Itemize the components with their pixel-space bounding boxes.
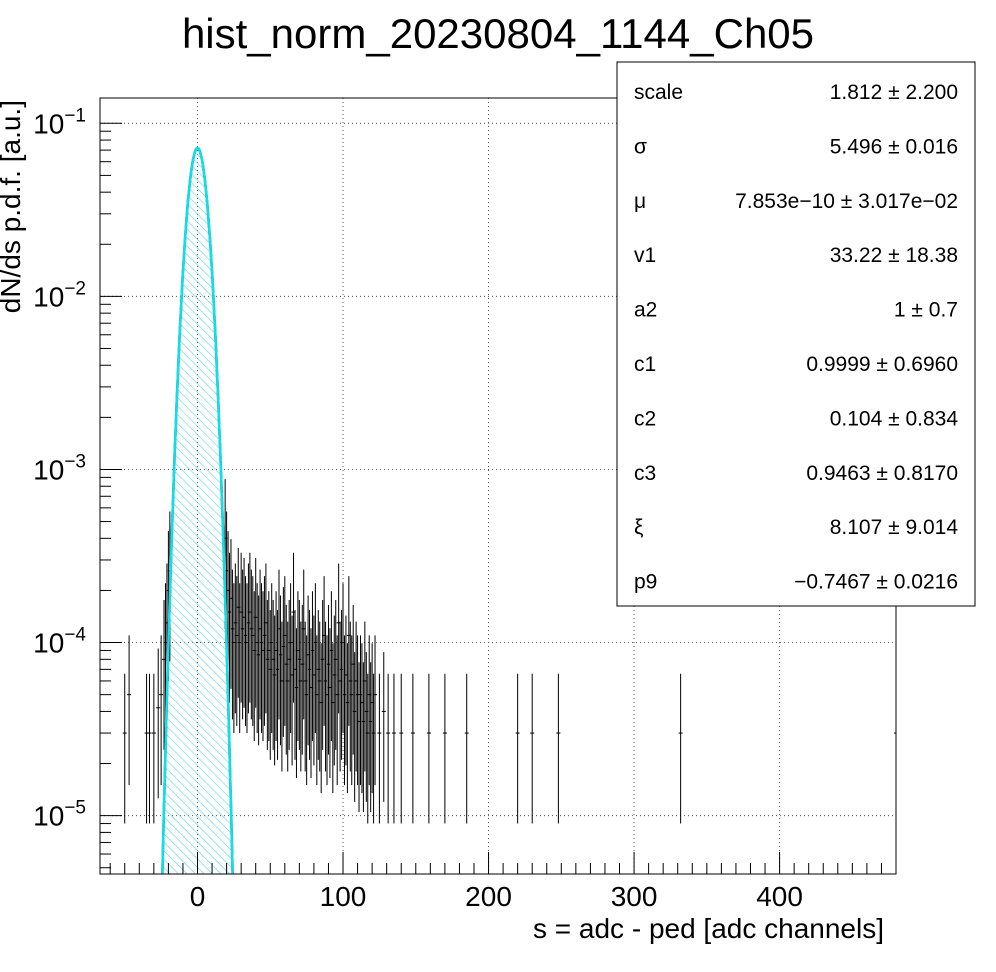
y-tick-label: 10−4 xyxy=(33,625,86,659)
y-tick-label: 10−3 xyxy=(33,451,86,485)
stats-box-frame xyxy=(616,61,976,607)
stat-param-name: μ xyxy=(634,190,646,213)
stat-param-name: p9 xyxy=(634,571,657,594)
stat-param-value: 0.9463 ± 0.8170 xyxy=(806,462,958,485)
y-axis-label: dN/ds p.d.f. [a.u.] xyxy=(0,100,26,313)
y-axis-ticks: 10−5 10−4 10−3 10−2 10−1 xyxy=(33,105,122,869)
data-error-bars xyxy=(122,479,896,824)
x-tick-label: 100 xyxy=(320,881,367,912)
x-tick-label: 300 xyxy=(611,881,658,912)
stat-param-name: a2 xyxy=(634,299,657,322)
x-tick-label: 400 xyxy=(756,881,803,912)
stat-param-value: 7.853e−10 ± 3.017e−02 xyxy=(735,190,958,213)
stat-param-value: 0.9999 ± 0.6960 xyxy=(806,353,958,376)
x-axis-label: s = adc - ped [adc channels] xyxy=(533,913,884,944)
stat-param-name: scale xyxy=(634,81,683,104)
x-tick-label: 200 xyxy=(465,881,512,912)
fit-hatched-area xyxy=(161,148,234,874)
fit-curve-gaussian xyxy=(161,146,234,874)
stat-param-value: 1 ± 0.7 xyxy=(894,299,958,322)
stat-param-value: 1.812 ± 2.200 xyxy=(830,81,958,104)
stat-param-name: σ xyxy=(634,135,647,158)
stat-param-value: −0.7467 ± 0.0216 xyxy=(794,571,958,594)
stat-param-name: ξ xyxy=(634,516,643,539)
x-axis-ticks: 0 100 200 300 400 xyxy=(109,852,897,912)
stat-param-value: 0.104 ± 0.834 xyxy=(830,407,959,430)
stat-param-name: c2 xyxy=(634,407,656,430)
stat-param-value: 8.107 ± 9.014 xyxy=(830,516,959,539)
stat-param-value: 33.22 ± 18.38 xyxy=(830,244,958,267)
chart-title: hist_norm_20230804_1144_Ch05 xyxy=(182,10,814,57)
stat-param-value: 5.496 ± 0.016 xyxy=(830,135,958,158)
x-tick-label: 0 xyxy=(190,881,206,912)
y-tick-label: 10−5 xyxy=(33,798,86,832)
stat-param-name: v1 xyxy=(634,244,656,267)
y-tick-label: 10−1 xyxy=(33,105,86,139)
fit-stats-box: scale 1.812 ± 2.200 σ 5.496 ± 0.016 μ 7.853e−… xyxy=(616,61,976,607)
stat-param-name: c1 xyxy=(634,353,656,376)
stat-param-name: c3 xyxy=(634,462,656,485)
y-tick-label: 10−2 xyxy=(33,278,86,312)
